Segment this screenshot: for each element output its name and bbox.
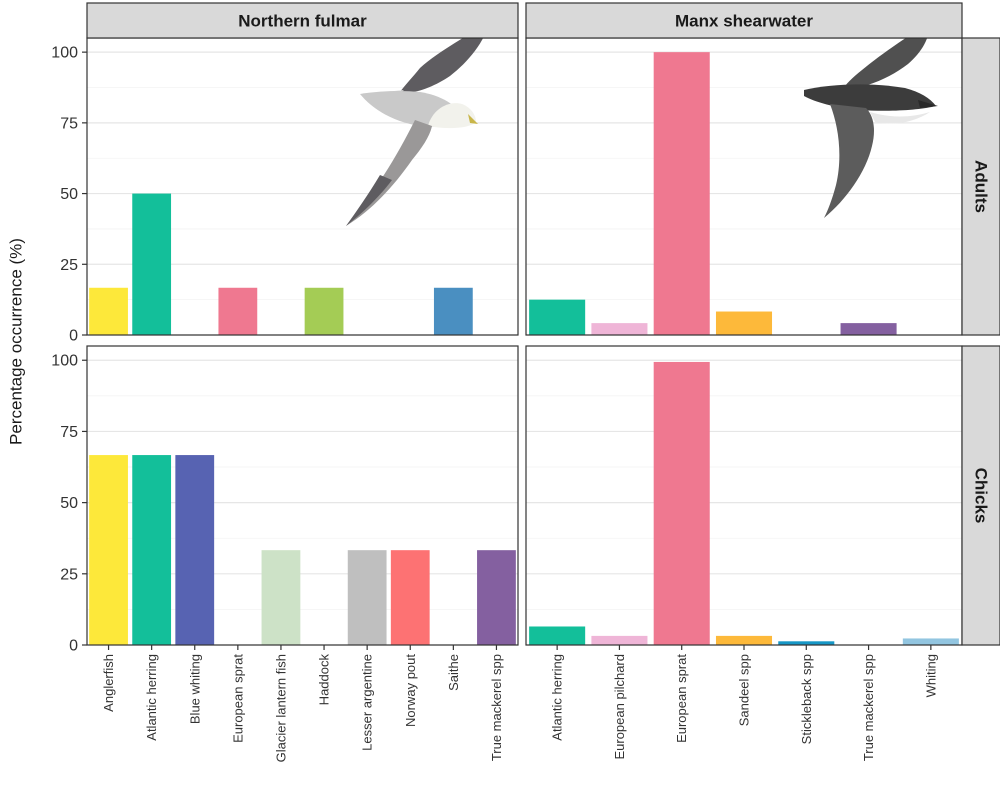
strip-chicks xyxy=(961,345,1000,646)
bar-manx-shearwater-chicks-whiting xyxy=(902,638,959,645)
x-tick-label-northern-fulmar-true-mackerel-spp: True mackerel spp xyxy=(489,654,504,761)
x-tick-label-northern-fulmar-lesser-argentine: Lesser argentine xyxy=(360,654,375,751)
y-tick-label: 50 xyxy=(60,495,78,512)
y-tick-label: 50 xyxy=(60,186,78,203)
x-tick-label-manx-shearwater-european-pilchard: European pilchard xyxy=(612,654,627,760)
x-tick-label-manx-shearwater-sandeel-spp: Sandeel spp xyxy=(737,654,752,726)
x-tick-label-northern-fulmar-atlantic-herring: Atlantic herring xyxy=(144,654,159,741)
bar-manx-shearwater-chicks-stickleback-spp xyxy=(778,641,835,645)
bar-northern-fulmar-chicks-anglerfish xyxy=(89,455,128,645)
bar-northern-fulmar-chicks-lesser-argentine xyxy=(347,550,387,645)
y-tick-label: 0 xyxy=(69,638,78,655)
x-tick-label-northern-fulmar-anglerfish: Anglerfish xyxy=(101,654,116,712)
bar-manx-shearwater-adults-sandeel-spp xyxy=(715,311,773,335)
strip-manx-shearwater xyxy=(525,2,963,39)
y-tick-label: 0 xyxy=(69,328,78,345)
bar-northern-fulmar-chicks-blue-whiting xyxy=(175,455,215,645)
bar-northern-fulmar-adults-atlantic-herring xyxy=(132,193,172,335)
x-tick-label-manx-shearwater-european-sprat: European sprat xyxy=(674,654,689,743)
x-tick-label-northern-fulmar-norway-pout: Norway pout xyxy=(403,654,418,727)
y-tick-label: 25 xyxy=(60,566,78,583)
strip-label-chicks: Chicks xyxy=(972,468,991,524)
plot-backgrounds xyxy=(87,38,962,645)
x-tick-label-manx-shearwater-whiting: Whiting xyxy=(923,654,938,697)
bar-manx-shearwater-adults-european-pilchard xyxy=(591,323,648,335)
bar-manx-shearwater-adults-european-sprat xyxy=(653,52,710,336)
manx-shearwater-icon xyxy=(804,22,938,218)
y-axis-title: Percentage occurrence (%) xyxy=(7,238,26,445)
bar-manx-shearwater-chicks-atlantic-herring xyxy=(529,626,586,645)
x-tick-label-manx-shearwater-true-mackerel-spp: True mackerel spp xyxy=(861,654,876,761)
bars xyxy=(89,52,959,645)
bar-northern-fulmar-chicks-atlantic-herring xyxy=(132,455,172,645)
bar-northern-fulmar-adults-anglerfish xyxy=(89,287,128,335)
strip-label-adults: Adults xyxy=(972,160,991,213)
strip-label-northern-fulmar: Northern fulmar xyxy=(238,12,367,31)
strip-label-manx-shearwater: Manx shearwater xyxy=(675,12,813,31)
facet-strips: Adults Chicks Northern fulmar Manx shearwat… xyxy=(86,2,1000,646)
y-tick-label: 100 xyxy=(51,45,78,62)
x-tick-label-northern-fulmar-haddock: Haddock xyxy=(317,654,332,706)
x-tick-label-northern-fulmar-glacier-lantern-fish: Glacier lantern fish xyxy=(273,654,288,762)
bar-northern-fulmar-chicks-true-mackerel-spp xyxy=(477,550,516,645)
x-tick-label-northern-fulmar-saithe: Saithe xyxy=(446,654,461,691)
bar-northern-fulmar-chicks-norway-pout xyxy=(390,550,430,645)
bar-northern-fulmar-adults-saithe xyxy=(433,287,473,335)
x-tick-label-manx-shearwater-atlantic-herring: Atlantic herring xyxy=(550,654,565,741)
panel-northern-fulmar-chicks-frame xyxy=(86,345,519,646)
x-tick-label-northern-fulmar-european-sprat: European sprat xyxy=(230,654,245,743)
bar-northern-fulmar-adults-haddock xyxy=(304,287,344,335)
bar-northern-fulmar-chicks-glacier-lantern-fish xyxy=(261,550,301,645)
bar-manx-shearwater-chicks-sandeel-spp xyxy=(715,635,773,645)
panel-manx-shearwater-adults-background xyxy=(526,38,962,335)
x-tick-label-manx-shearwater-stickleback-spp: Stickleback spp xyxy=(799,654,814,744)
x-tick-label-northern-fulmar-blue-whiting: Blue whiting xyxy=(187,654,202,724)
axes: 0 25 50 75 100 0 25 50 75 100 Anglerfish Atlantic h… xyxy=(7,45,939,763)
strip-adults xyxy=(961,37,1000,336)
bar-northern-fulmar-adults-european-sprat xyxy=(218,287,258,335)
panel-manx-shearwater-chicks-background xyxy=(526,346,962,645)
bar-manx-shearwater-chicks-european-pilchard xyxy=(591,635,648,645)
y-tick-label: 75 xyxy=(60,115,78,132)
bar-manx-shearwater-adults-true-mackerel-spp xyxy=(840,323,897,335)
y-tick-label: 100 xyxy=(51,353,78,370)
y-tick-label: 75 xyxy=(60,424,78,441)
bar-manx-shearwater-adults-atlantic-herring xyxy=(529,299,586,335)
y-tick-label: 25 xyxy=(60,257,78,274)
bar-manx-shearwater-chicks-european-sprat xyxy=(653,361,710,645)
strip-northern-fulmar xyxy=(86,2,519,39)
